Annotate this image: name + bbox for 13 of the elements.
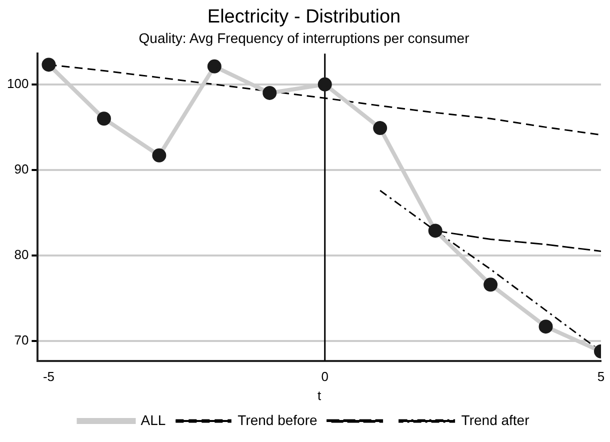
legend-label: ALL — [140, 412, 166, 428]
y-tick-label: 80 — [14, 247, 29, 262]
y-tick-label: 100 — [6, 76, 29, 91]
y-tick-label: 90 — [14, 162, 29, 177]
x-tick-label: 0 — [321, 369, 328, 384]
x-tick-label: 5 — [597, 369, 605, 384]
x-tick-label: -5 — [42, 369, 55, 384]
chart-subtitle: Quality: Avg Frequency of interruptions per consumer — [138, 30, 470, 46]
x-axis-title: t — [318, 388, 322, 403]
y-tick-label: 70 — [14, 332, 29, 348]
legend-label: Trend before — [238, 412, 318, 428]
legend-label: Trend after — [461, 412, 530, 428]
chart-title: Electricity - Distribution — [207, 6, 401, 28]
